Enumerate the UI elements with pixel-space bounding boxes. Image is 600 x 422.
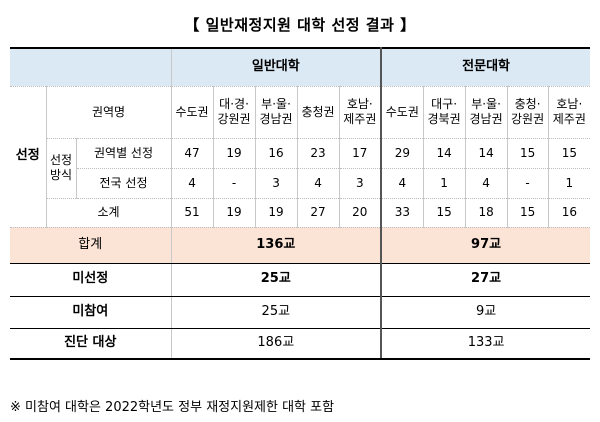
- region-cell: 호남· 제주권: [338, 85, 383, 139]
- value-cell: 15: [506, 197, 549, 228]
- total-label: 합계: [10, 226, 172, 264]
- not-selected-row: 미선정 25교 27교: [10, 262, 591, 297]
- value-cell: 14: [422, 137, 466, 169]
- header-empty-cell: [10, 47, 172, 87]
- selection-method-label: 선정 방식: [45, 137, 77, 199]
- national-row: 전국 선정 4 - 3 4 3 4 1 4 - 1: [10, 167, 591, 199]
- value-cell: 3: [254, 167, 298, 199]
- value-cell: 33: [380, 197, 424, 228]
- vocational-college-header: 전문대학: [380, 47, 591, 87]
- value-cell: 16: [547, 197, 591, 228]
- value-cell: 27: [296, 197, 340, 228]
- selection-label: 선정: [10, 85, 47, 228]
- value-cell: 19: [212, 137, 256, 169]
- national-label: 전국 선정: [75, 167, 172, 199]
- region-name-label: 권역명: [45, 85, 172, 139]
- value-cell: 15: [506, 137, 549, 169]
- value-cell: 4: [464, 167, 508, 199]
- not-selected-label: 미선정: [10, 262, 172, 297]
- value-cell: 1: [422, 167, 466, 199]
- value-cell: 3: [338, 167, 383, 199]
- value-cell: 4: [380, 167, 424, 199]
- value-cell: 4: [296, 167, 340, 199]
- value-cell: 16: [254, 137, 298, 169]
- value-cell: -: [506, 167, 549, 199]
- value-cell: 4: [170, 167, 214, 199]
- value-cell: 51: [170, 197, 214, 228]
- value-cell: 23: [296, 137, 340, 169]
- not-participated-label: 미참여: [10, 295, 172, 329]
- general-university-header: 일반대학: [170, 47, 383, 87]
- general-not-participated: 25교: [170, 295, 383, 329]
- value-cell: 15: [422, 197, 466, 228]
- general-total: 136교: [170, 226, 383, 264]
- value-cell: 20: [338, 197, 383, 228]
- value-cell: 29: [380, 137, 424, 169]
- value-cell: 19: [254, 197, 298, 228]
- by-region-label: 권역별 선정: [75, 137, 172, 169]
- region-cell: 부·울· 경남권: [464, 85, 508, 139]
- footnote: ※ 미참여 대학은 2022학년도 정부 재정지원제한 대학 포함: [10, 400, 335, 415]
- region-cell: 부·울· 경남권: [254, 85, 298, 139]
- general-not-selected: 25교: [170, 262, 383, 297]
- value-cell: 17: [338, 137, 383, 169]
- region-cell: 호남· 제주권: [547, 85, 591, 139]
- vocational-total: 97교: [380, 226, 591, 264]
- region-cell: 충청· 강원권: [506, 85, 549, 139]
- region-row: 선정 권역명 수도권 대·경· 강원권 부·울· 경남권 충청권 호남· 제주권…: [10, 85, 591, 228]
- value-cell: 19: [212, 197, 256, 228]
- results-table: 일반대학 전문대학 선정 권역명 수도권 대·경· 강원권 부·울· 경남권 충…: [10, 47, 591, 360]
- subtotal-row: 소계 51 19 19 27 20 33 15 18 15 16: [10, 197, 591, 228]
- value-cell: 14: [464, 137, 508, 169]
- value-cell: 18: [464, 197, 508, 228]
- region-cell: 수도권: [170, 85, 214, 139]
- value-cell: 47: [170, 137, 214, 169]
- table-header-row: 일반대학 전문대학: [10, 47, 591, 87]
- general-diagnosed: 186교: [170, 327, 383, 360]
- region-cell: 충청권: [296, 85, 340, 139]
- vocational-diagnosed: 133교: [380, 327, 591, 360]
- diagnosed-row: 진단 대상 186교 133교: [10, 327, 591, 360]
- vocational-not-participated: 9교: [380, 295, 591, 329]
- total-row: 합계 136교 97교: [10, 226, 591, 264]
- value-cell: -: [212, 167, 256, 199]
- value-cell: 1: [547, 167, 591, 199]
- region-cell: 대구· 경북권: [422, 85, 466, 139]
- page-title: 【 일반재정지원 대학 선정 결과 】: [184, 16, 416, 34]
- diagnosed-label: 진단 대상: [10, 327, 172, 360]
- region-cell: 수도권: [380, 85, 424, 139]
- vocational-not-selected: 27교: [380, 262, 591, 297]
- subtotal-label: 소계: [45, 197, 172, 228]
- by-region-row: 선정 방식 권역별 선정 47 19 16 23 17 29 14 14 15 …: [10, 137, 591, 199]
- value-cell: 15: [547, 137, 591, 169]
- region-cell: 대·경· 강원권: [212, 85, 256, 139]
- not-participated-row: 미참여 25교 9교: [10, 295, 591, 329]
